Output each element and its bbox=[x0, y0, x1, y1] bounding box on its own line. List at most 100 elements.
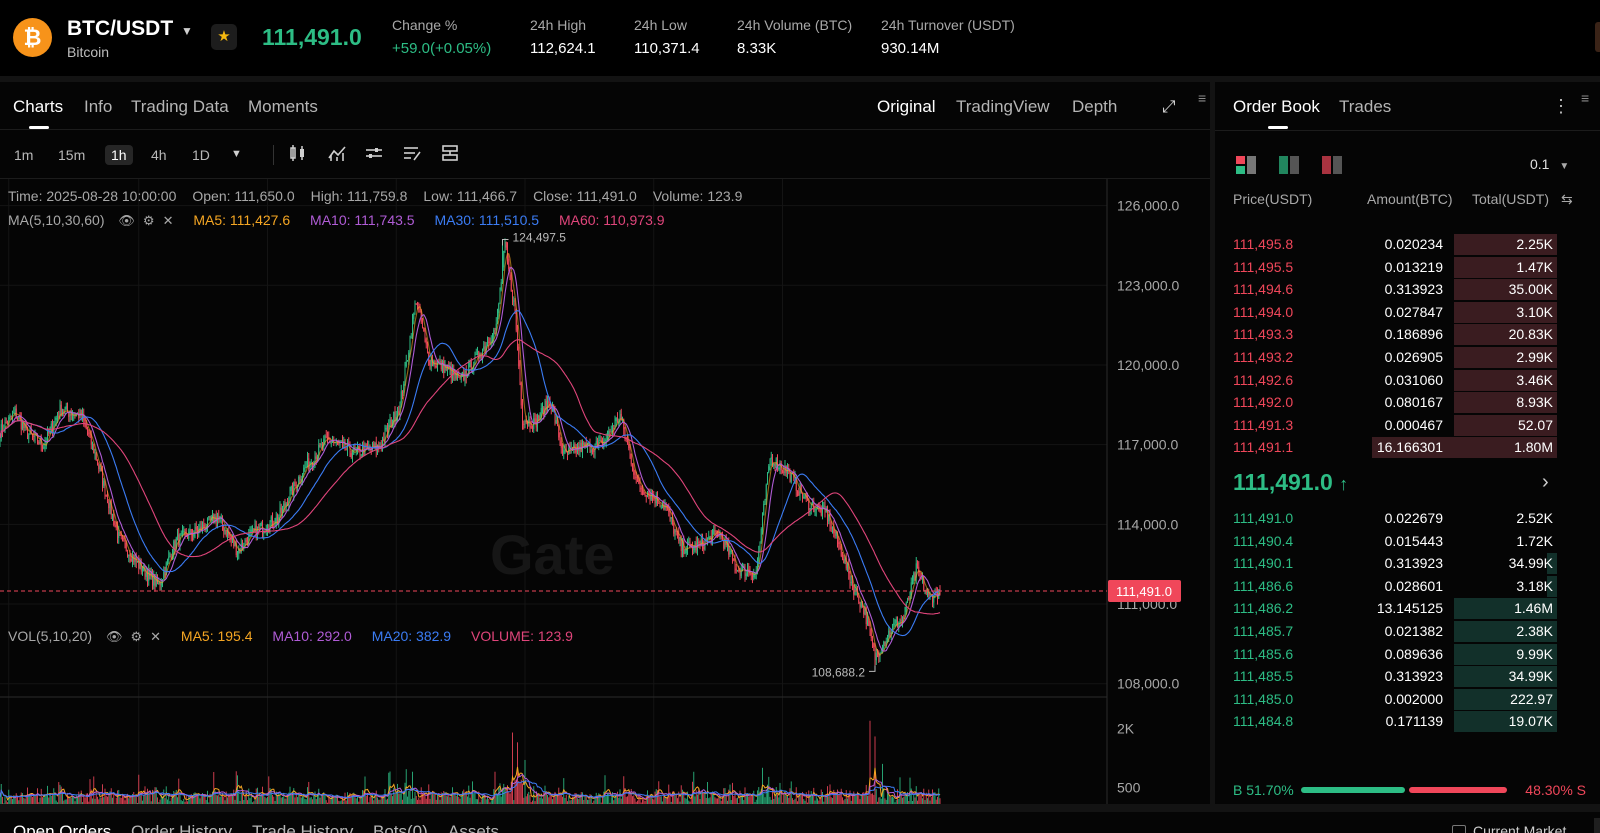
view-depth[interactable]: Depth bbox=[1072, 97, 1118, 116]
volume-bar bbox=[242, 791, 243, 804]
volume-bar bbox=[173, 791, 175, 804]
candle-body bbox=[594, 444, 596, 453]
bid-row[interactable]: 111,486.6 0.028601 3.18K bbox=[1215, 575, 1600, 597]
candle-body bbox=[232, 538, 233, 541]
tab-order-history[interactable]: Order History bbox=[131, 822, 233, 833]
eye-icon[interactable]: 👁 bbox=[118, 213, 135, 228]
tab-info[interactable]: Info bbox=[84, 97, 113, 116]
candle-type-icon[interactable] bbox=[288, 143, 308, 163]
bid-row[interactable]: 111,490.1 0.313923 34.99K bbox=[1215, 552, 1600, 575]
candle-body bbox=[847, 563, 848, 569]
interval-4h[interactable]: 4h bbox=[151, 147, 167, 163]
view-tradingview[interactable]: TradingView bbox=[956, 97, 1050, 116]
interval-dropdown-icon[interactable]: ▼ bbox=[231, 148, 242, 160]
candle-body bbox=[90, 433, 92, 445]
volume-bar bbox=[278, 792, 280, 804]
drag-handle-icon[interactable]: ≡ bbox=[1581, 90, 1590, 106]
candle-body bbox=[29, 430, 31, 435]
ask-row[interactable]: 111,493.2 0.026905 2.99K bbox=[1215, 346, 1600, 368]
more-options-icon[interactable]: ⋮ bbox=[1552, 96, 1570, 116]
close-icon[interactable]: ✕ bbox=[150, 629, 162, 644]
volume-bar bbox=[893, 797, 895, 804]
view-both-icon[interactable] bbox=[1235, 155, 1257, 175]
fullscreen-expand-icon[interactable]: ⤢ bbox=[1162, 97, 1176, 116]
candle-body bbox=[593, 449, 595, 453]
candle-body bbox=[918, 566, 920, 573]
settings-sliders-icon[interactable] bbox=[364, 143, 384, 163]
bid-row[interactable]: 111,485.0 0.002000 222.97 bbox=[1215, 688, 1600, 710]
bid-row[interactable]: 111,490.4 0.015443 1.72K bbox=[1215, 530, 1600, 552]
ask-row[interactable]: 111,495.8 0.020234 2.25K bbox=[1215, 233, 1600, 255]
interval-1d[interactable]: 1D bbox=[192, 147, 210, 163]
volume-bar bbox=[37, 788, 38, 804]
settings-icon[interactable]: ⚙ bbox=[130, 629, 143, 644]
ask-row[interactable]: 111,494.6 0.313923 35.00K bbox=[1215, 278, 1600, 301]
layout-icon[interactable] bbox=[440, 143, 460, 163]
interval-1h[interactable]: 1h bbox=[105, 145, 133, 165]
volume-bar bbox=[339, 801, 341, 804]
depth-sort-icon[interactable]: ⇆ bbox=[1561, 191, 1573, 207]
tab-charts[interactable]: Charts bbox=[13, 97, 64, 116]
candlestick-chart[interactable]: Gate 108,000.0111,000.0114,000.0117,000.… bbox=[0, 179, 1210, 804]
volume-bar bbox=[527, 793, 528, 804]
chevron-right-icon[interactable]: › bbox=[1542, 471, 1549, 493]
tab-moments[interactable]: Moments bbox=[248, 97, 318, 116]
volume-bar bbox=[39, 797, 41, 804]
close-icon[interactable]: ✕ bbox=[162, 213, 174, 228]
eye-icon[interactable]: 👁 bbox=[105, 629, 123, 644]
ask-row[interactable]: 111,494.0 0.027847 3.10K bbox=[1215, 301, 1600, 323]
volume-bar bbox=[885, 799, 887, 804]
drawing-tools-icon[interactable] bbox=[402, 143, 422, 163]
candle-body bbox=[465, 371, 467, 377]
view-bids-icon[interactable] bbox=[1278, 155, 1300, 175]
candle-body bbox=[180, 533, 182, 535]
tab-trades[interactable]: Trades bbox=[1339, 97, 1392, 116]
bid-row[interactable]: 111,485.7 0.021382 2.38K bbox=[1215, 620, 1600, 642]
tab-order-book[interactable]: Order Book bbox=[1233, 97, 1320, 116]
bid-row[interactable]: 111,485.5 0.313923 34.99K bbox=[1215, 665, 1600, 688]
ask-row[interactable]: 111,495.5 0.013219 1.47K bbox=[1215, 256, 1600, 278]
tab-trade-history[interactable]: Trade History bbox=[252, 822, 354, 833]
volume-bar bbox=[879, 796, 881, 804]
settings-icon[interactable]: ⚙ bbox=[142, 213, 155, 228]
ask-row[interactable]: 111,491.1 16.166301 1.80M bbox=[1215, 436, 1600, 459]
chevron-down-icon[interactable]: ▼ bbox=[181, 24, 193, 38]
current-market-checkbox[interactable] bbox=[1452, 825, 1466, 833]
interval-15m[interactable]: 15m bbox=[58, 147, 86, 163]
indicators-icon[interactable] bbox=[327, 143, 347, 163]
drag-handle-icon[interactable]: ≡ bbox=[1198, 90, 1207, 106]
bid-row[interactable]: 111,484.8 0.171139 19.07K bbox=[1215, 710, 1600, 733]
ask-row[interactable]: 111,493.3 0.186896 20.83K bbox=[1215, 323, 1600, 346]
ask-row[interactable]: 111,492.6 0.031060 3.46K bbox=[1215, 369, 1600, 391]
header-edge-button[interactable] bbox=[1595, 22, 1600, 52]
tab-bots[interactable]: Bots(0) bbox=[373, 822, 428, 833]
bid-row[interactable]: 111,491.0 0.022679 2.52K bbox=[1215, 507, 1600, 529]
pair-selector[interactable]: BTC/USDT bbox=[67, 17, 174, 40]
view-asks-icon[interactable] bbox=[1321, 155, 1343, 175]
view-original[interactable]: Original bbox=[877, 97, 936, 116]
ask-row[interactable]: 111,491.3 0.000467 52.07 bbox=[1215, 414, 1600, 436]
volume-bar bbox=[95, 789, 97, 804]
precision-selector[interactable]: 0.1 ▼ bbox=[1530, 156, 1569, 172]
depth-bar bbox=[1547, 575, 1557, 597]
volume-bar bbox=[295, 793, 297, 804]
candle-body bbox=[510, 274, 512, 292]
volume-bar bbox=[578, 799, 580, 804]
candle-body bbox=[227, 531, 228, 536]
bid-row[interactable]: 111,486.2 13.145125 1.46M bbox=[1215, 597, 1600, 620]
candle-body bbox=[850, 581, 852, 583]
favorite-star-icon[interactable]: ★ bbox=[211, 24, 237, 50]
scrollbar[interactable] bbox=[1594, 818, 1600, 833]
tab-assets[interactable]: Assets bbox=[448, 822, 500, 833]
candle-body bbox=[797, 490, 798, 492]
candle-body bbox=[598, 440, 600, 444]
volume-bar bbox=[363, 790, 365, 804]
candle-body bbox=[762, 514, 763, 529]
volume-bar bbox=[817, 798, 818, 804]
stat-value: 112,624.1 bbox=[530, 40, 596, 57]
interval-1m[interactable]: 1m bbox=[14, 147, 34, 163]
bid-row[interactable]: 111,485.6 0.089636 9.99K bbox=[1215, 643, 1600, 665]
tab-open-orders[interactable]: Open Orders bbox=[13, 822, 112, 833]
tab-trading-data[interactable]: Trading Data bbox=[131, 97, 229, 116]
ask-row[interactable]: 111,492.0 0.080167 8.93K bbox=[1215, 391, 1600, 414]
